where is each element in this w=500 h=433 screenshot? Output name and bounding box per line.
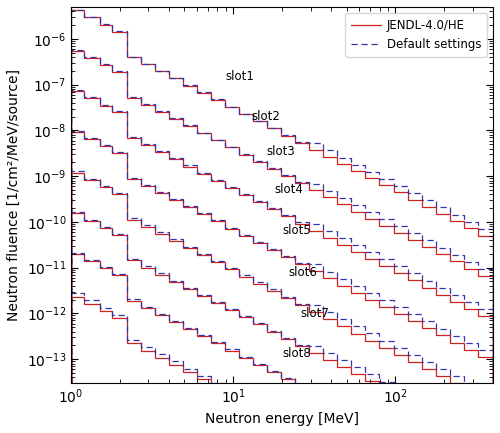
Text: slot4: slot4 bbox=[274, 184, 304, 197]
Text: slot3: slot3 bbox=[266, 145, 295, 158]
Text: slot7: slot7 bbox=[300, 307, 330, 320]
Text: slot6: slot6 bbox=[288, 265, 318, 278]
Text: slot2: slot2 bbox=[252, 110, 280, 123]
Y-axis label: Neutron fluence [1/cm²/MeV/source]: Neutron fluence [1/cm²/MeV/source] bbox=[7, 69, 21, 321]
Text: slot5: slot5 bbox=[282, 224, 311, 237]
Text: slot1: slot1 bbox=[226, 70, 254, 83]
Text: slot8: slot8 bbox=[282, 347, 311, 360]
X-axis label: Neutron energy [MeV]: Neutron energy [MeV] bbox=[205, 412, 359, 426]
Legend: JENDL-4.0/HE, Default settings: JENDL-4.0/HE, Default settings bbox=[346, 13, 487, 57]
